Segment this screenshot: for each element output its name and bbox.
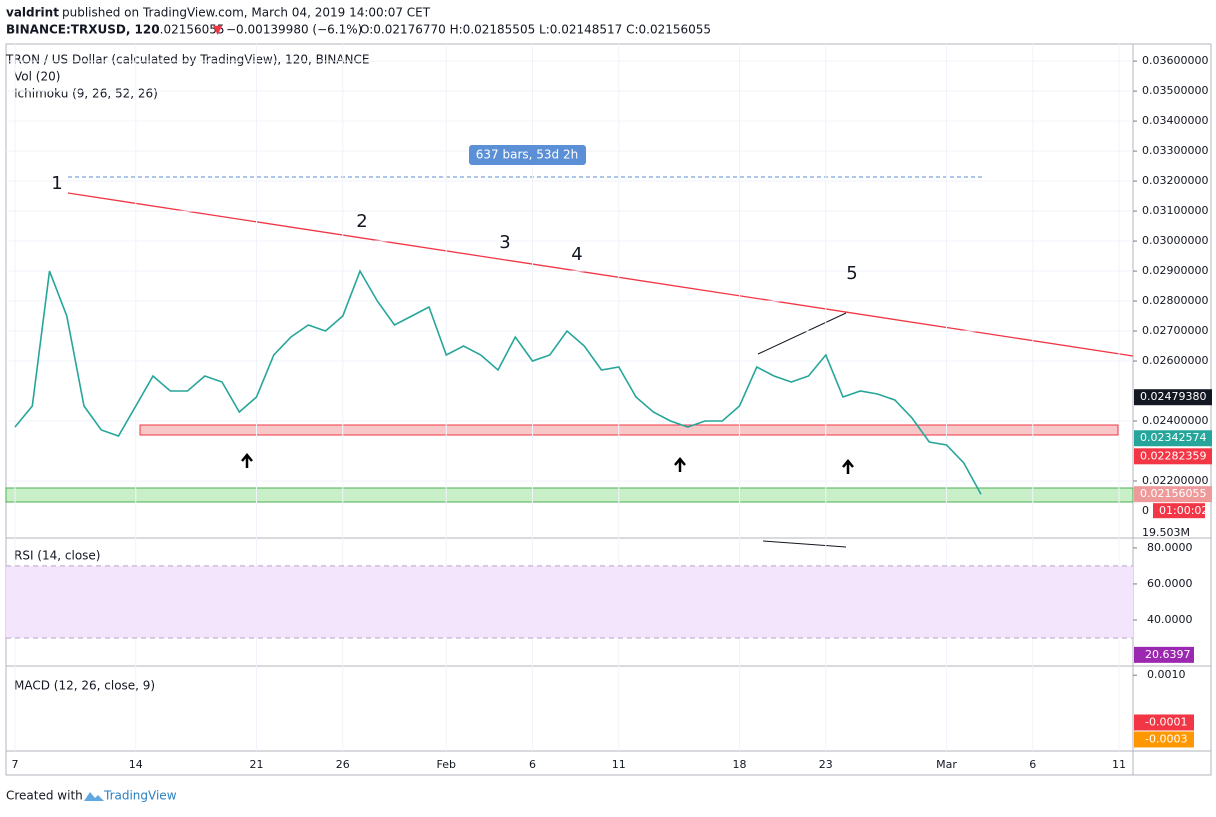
resistance-zone bbox=[139, 424, 1119, 436]
range-label: 637 bars, 53d 2h bbox=[476, 148, 578, 162]
ohlc: O:0.02176770 H:0.02185505 L:0.02148517 C… bbox=[360, 23, 711, 37]
indicator-label: Ichimoku (9, 26, 52, 26) bbox=[14, 87, 158, 101]
trend-line bbox=[67, 192, 1134, 357]
symbol: BINANCE:TRXUSD, 120 bbox=[6, 23, 160, 37]
support-zone bbox=[5, 487, 1134, 503]
price-tag-label: 0.02342574 bbox=[1140, 431, 1206, 444]
arrow-up bbox=[842, 459, 854, 474]
y-tick-label: 0.03600000 bbox=[1142, 54, 1208, 67]
rsi-tag bbox=[1134, 646, 1194, 663]
published: published on TradingView.com, March 04, … bbox=[62, 6, 431, 20]
wave-label: 3 bbox=[499, 232, 510, 253]
macd-tag bbox=[1134, 714, 1194, 731]
x-tick-label: 11 bbox=[1112, 758, 1126, 771]
price-tag-label: 0.02156055 bbox=[1140, 487, 1206, 500]
x-tick-label: 6 bbox=[529, 758, 536, 771]
x-tick-label: 23 bbox=[819, 758, 833, 771]
x-tick-label: Mar bbox=[936, 758, 957, 771]
arrow-up bbox=[241, 453, 253, 468]
y-tick-label: 0.02600000 bbox=[1142, 354, 1208, 367]
y-tick-label: 0.03200000 bbox=[1142, 174, 1208, 187]
x-tick-label: 26 bbox=[336, 758, 350, 771]
divergence-line bbox=[757, 312, 847, 355]
price-tag bbox=[1134, 486, 1212, 503]
wave-label: 4 bbox=[571, 244, 582, 265]
wave-label: 5 bbox=[846, 263, 857, 284]
x-tick-label: 14 bbox=[129, 758, 143, 771]
rsi-tick-label: 40.0000 bbox=[1147, 613, 1193, 626]
x-tick-label: 18 bbox=[733, 758, 747, 771]
rsi-tick-label: 60.0000 bbox=[1147, 577, 1193, 590]
y-tick-label: 0.02400000 bbox=[1142, 414, 1208, 427]
rsi-tick-label: 80.0000 bbox=[1147, 541, 1193, 554]
x-tick-label: 7 bbox=[12, 758, 19, 771]
macd-tag bbox=[1134, 731, 1194, 748]
footer-created: Created with bbox=[6, 789, 83, 803]
countdown-box bbox=[1153, 503, 1205, 519]
x-tick-label: Feb bbox=[437, 758, 456, 771]
y-tick-label: 0.03300000 bbox=[1142, 144, 1208, 157]
x-tick-label: 11 bbox=[612, 758, 626, 771]
x-tick-label: 21 bbox=[250, 758, 264, 771]
x-tick-label: 6 bbox=[1029, 758, 1036, 771]
price-tag-label: 0.02282359 bbox=[1140, 449, 1206, 462]
arrow-up bbox=[674, 457, 686, 472]
y-tick-label: 0.03500000 bbox=[1142, 84, 1208, 97]
price-tag bbox=[1134, 389, 1212, 406]
y-tick-label: 0.02900000 bbox=[1142, 264, 1208, 277]
macd-title: MACD (12, 26, close, 9) bbox=[14, 679, 155, 693]
macd-tag-label: -0.0003 bbox=[1145, 732, 1187, 745]
footer-brand: TradingView bbox=[103, 789, 177, 803]
y-tick-label: 0.03400000 bbox=[1142, 114, 1208, 127]
wave-label: 2 bbox=[356, 211, 367, 232]
frame bbox=[5, 43, 1212, 776]
y-tick-label: 0.02200000 bbox=[1142, 474, 1208, 487]
price-tag bbox=[1134, 430, 1212, 447]
rsi-band bbox=[6, 565, 1133, 638]
wave-label: 1 bbox=[51, 173, 62, 194]
arrow: ▼ bbox=[213, 23, 223, 37]
macd-tick-label: 0.0010 bbox=[1147, 668, 1186, 681]
rsi-divergence-line bbox=[762, 540, 847, 548]
volume-zero: 0 bbox=[1142, 504, 1149, 517]
macd-tag-label: -0.0001 bbox=[1145, 715, 1187, 728]
y-tick-label: 0.02700000 bbox=[1142, 324, 1208, 337]
y-tick-label: 0.03000000 bbox=[1142, 234, 1208, 247]
y-tick-label: 0.03100000 bbox=[1142, 204, 1208, 217]
change: −0.00139980 (−6.1%) bbox=[226, 23, 362, 37]
indicator-label: Vol (20) bbox=[14, 70, 60, 84]
chart-title: TRON / US Dollar (calculated by TradingV… bbox=[5, 53, 369, 67]
range-label-box bbox=[469, 145, 586, 165]
rsi-tag-label: 20.6397 bbox=[1145, 648, 1191, 661]
user: valdrint bbox=[6, 6, 59, 20]
volume-last: 19.503M bbox=[1142, 526, 1190, 539]
price-tag bbox=[1134, 448, 1212, 465]
y-tick-label: 0.02800000 bbox=[1142, 294, 1208, 307]
rsi-title: RSI (14, close) bbox=[14, 549, 100, 563]
price-tag-label: 0.02479380 bbox=[1140, 390, 1206, 403]
last-price: 0.02156055 bbox=[152, 23, 225, 37]
logo bbox=[84, 792, 104, 801]
countdown: 01:00:02 bbox=[1159, 504, 1208, 517]
price-line bbox=[14, 269, 982, 495]
